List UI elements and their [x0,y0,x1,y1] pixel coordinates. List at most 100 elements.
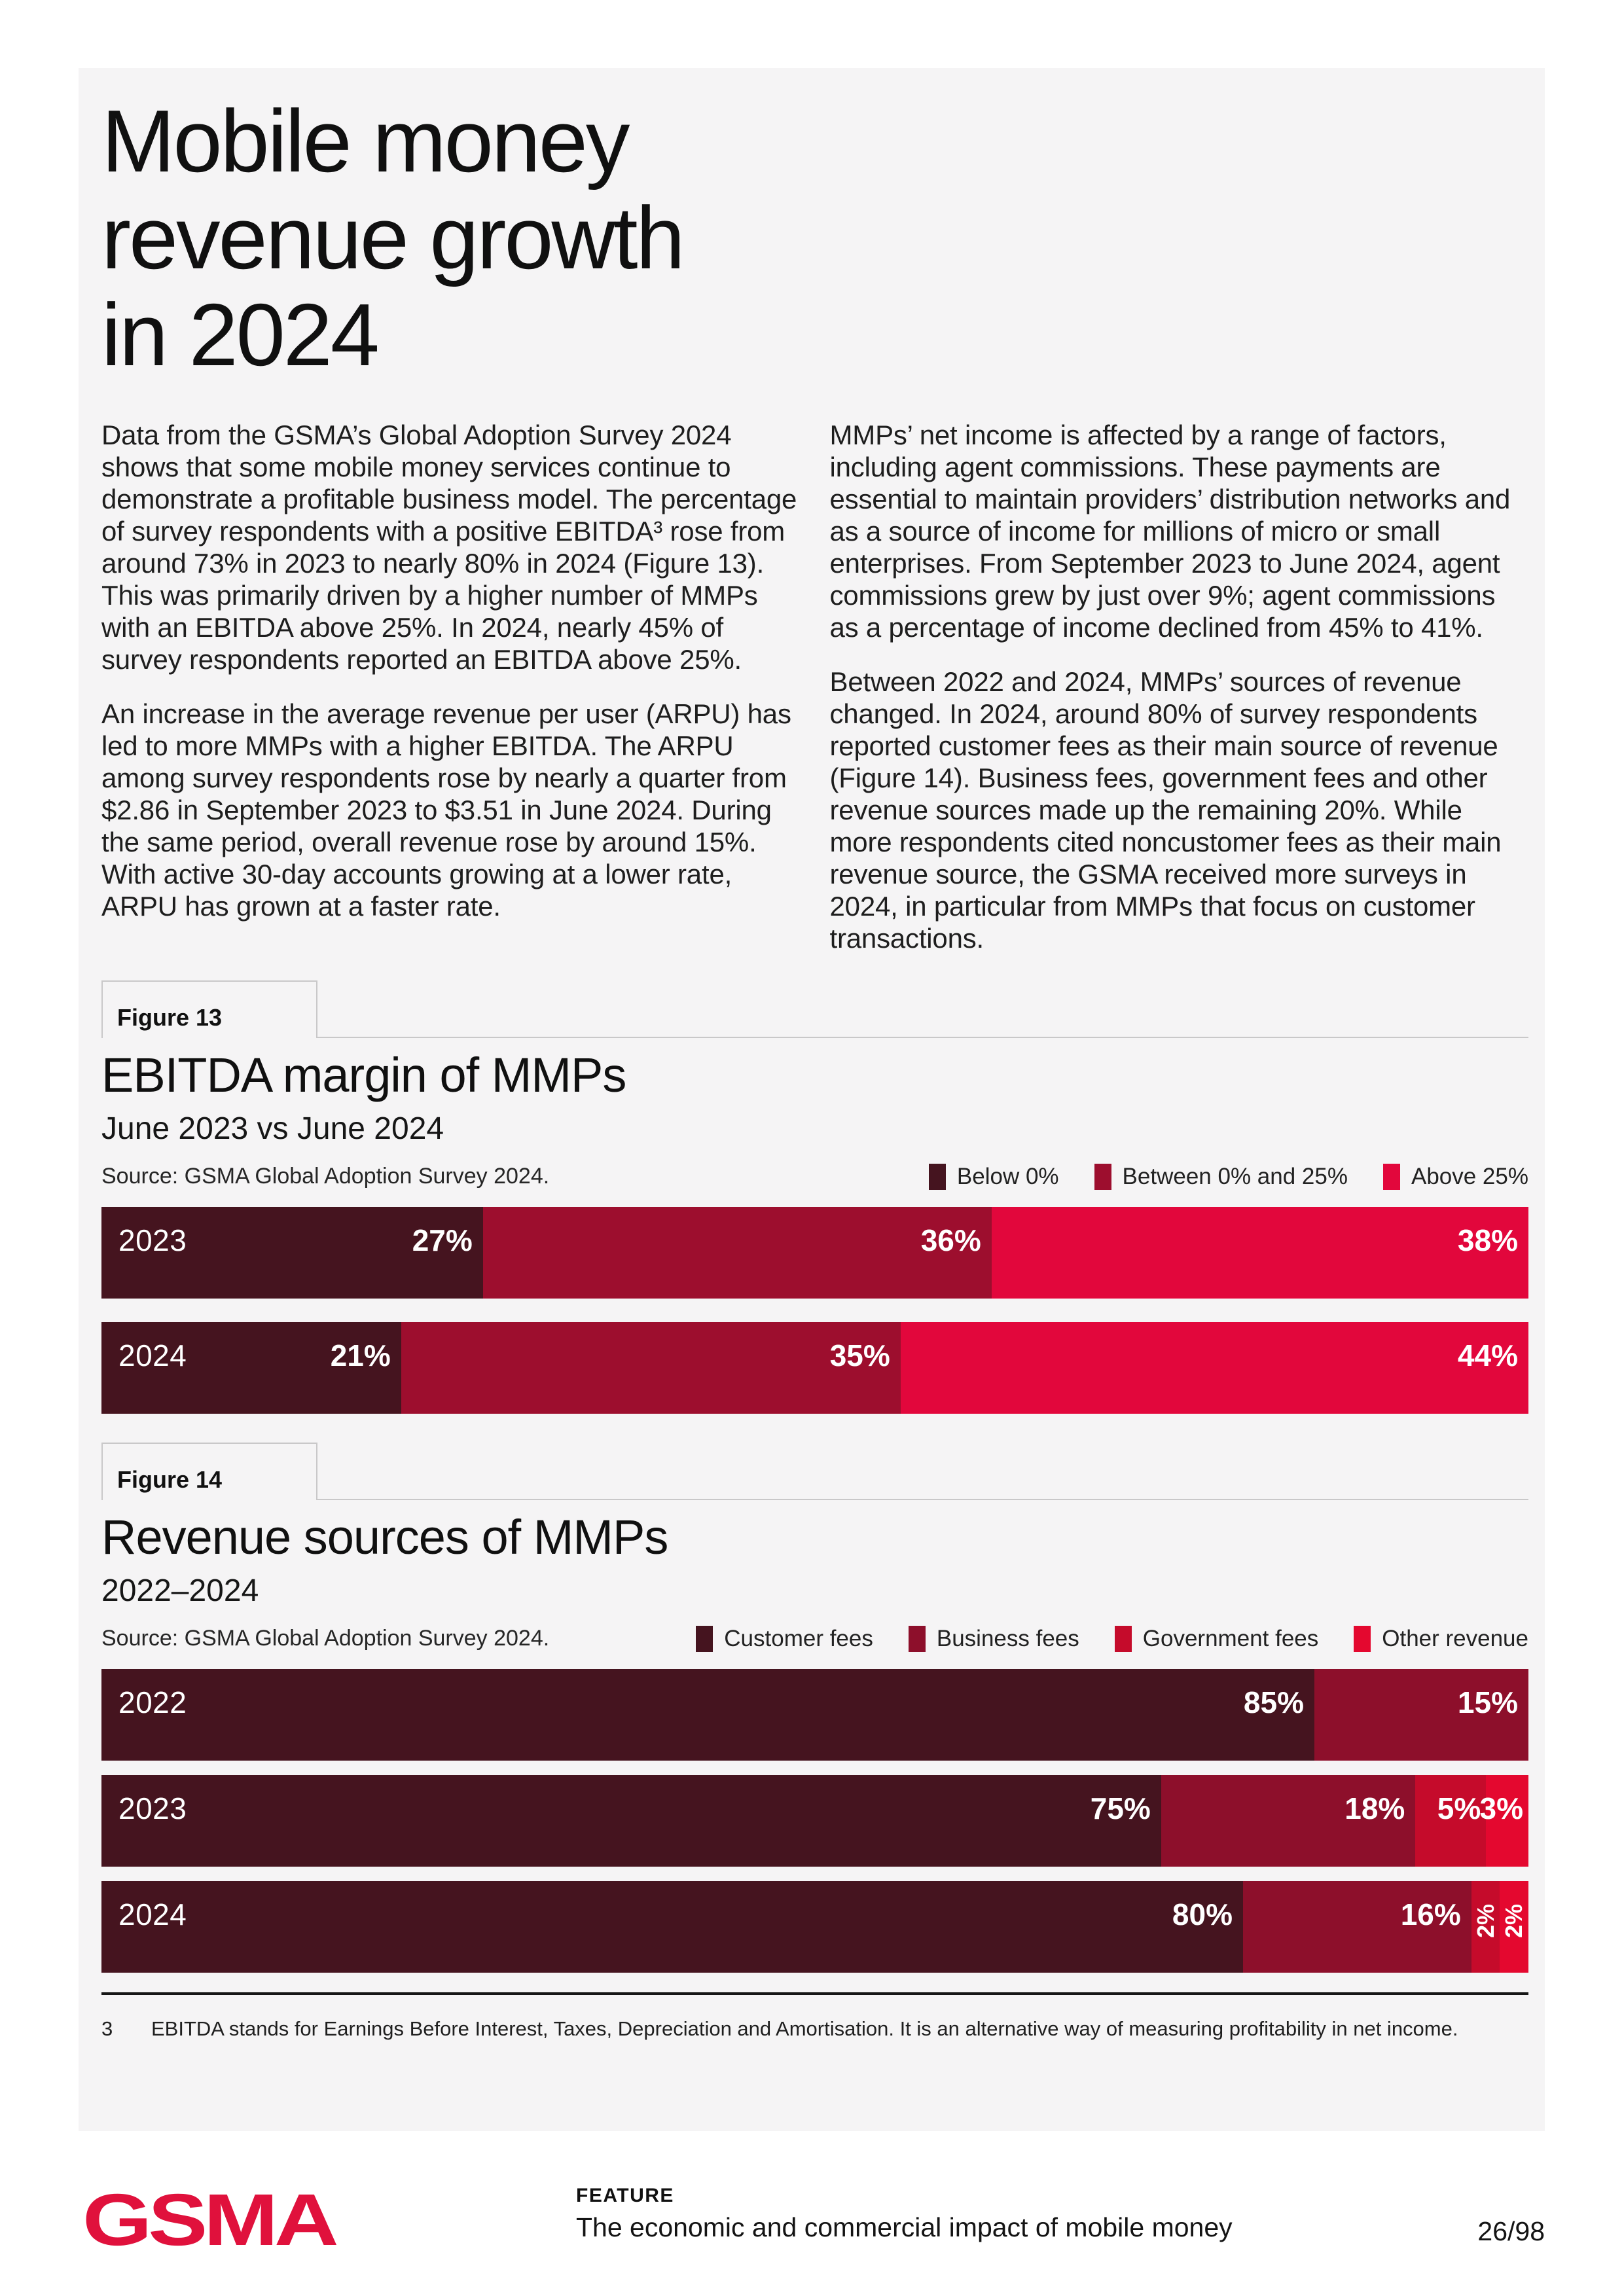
paragraph: Between 2022 and 2024, MMPs’ sources of … [829,666,1502,954]
bar-year-label: 2024 [118,1338,187,1372]
figure-title: Revenue sources of MMPs [101,1509,668,1564]
title-line-1: Mobile money [101,92,630,190]
bar-segment: 36% [482,1206,992,1299]
bar-segment-label: 35% [829,1338,890,1372]
legend-label: Below 0% [956,1163,1059,1189]
bar-segment: 2024 80% [101,1880,1243,1973]
bar-segment-label: 80% [1172,1897,1233,1931]
bar-segment: 38% [991,1206,1528,1299]
bar-year-label: 2024 [118,1897,187,1931]
legend-swatch [1094,1163,1111,1190]
footer-feature-block: FEATURE The economic and commercial impa… [576,2185,1233,2243]
chart-bars: 2022 85% 15% 2023 75% 18% 5% [101,1668,1528,1973]
figure-subtitle: June 2023 vs June 2024 [101,1111,444,1146]
bar-segment: 2% [1471,1880,1500,1973]
figure-subtitle: 2022–2024 [101,1573,259,1608]
legend-item: Government fees [1114,1625,1319,1652]
footer-title: The economic and commercial impact of mo… [576,2212,1233,2242]
bar-segment: 35% [401,1321,901,1414]
bar-year-label: 2023 [118,1791,187,1825]
bar-segment: 2022 85% [101,1668,1314,1761]
bar-segment-label: 3% [1479,1791,1523,1825]
paragraph: Data from the GSMA’s Global Adoption Sur… [101,420,797,675]
body-column-left: Data from the GSMA’s Global Adoption Sur… [101,419,801,954]
footnote-rule [101,1992,1528,1995]
legend-item: Business fees [908,1625,1079,1652]
stacked-bar-2023: 2023 27% 36% 38% [101,1206,1528,1299]
legend-item: Between 0% and 25% [1094,1163,1348,1190]
stacked-bar-2024: 2024 80% 16% 2% 2% [101,1880,1528,1973]
stacked-bar-2024: 2024 21% 35% 44% [101,1321,1528,1414]
figure-tab-line [317,980,1528,1038]
legend: Customer fees Business fees Government f… [696,1625,1528,1652]
chart-bars: 2023 27% 36% 38% 2024 21% 35% [101,1206,1528,1414]
legend-label: Customer fees [724,1625,873,1651]
bar-segment: 2023 75% [101,1774,1161,1867]
bar-segment: 2% [1500,1880,1528,1973]
figure-tab: Figure 14 [101,1442,317,1500]
stacked-bar-2022: 2022 85% 15% [101,1668,1528,1761]
title-line-2: revenue growth [101,188,685,287]
figure-tab-line [317,1443,1528,1500]
legend-item: Other revenue [1354,1625,1528,1652]
title-line-3: in 2024 [101,285,380,384]
bar-segment: 18% [1161,1774,1416,1867]
bar-segment-label: 27% [412,1223,473,1257]
legend: Below 0% Between 0% and 25% Above 25% [928,1163,1528,1190]
bar-segment-label: 36% [920,1223,981,1257]
figure-tab-row: Figure 14 [101,1442,1528,1500]
bar-segment-label: 21% [330,1338,391,1372]
body-columns: Data from the GSMA’s Global Adoption Sur… [101,419,1528,954]
page-number: 26/98 [1477,2216,1545,2246]
bar-segment-label: 18% [1344,1791,1405,1825]
bar-segment-label: 38% [1457,1223,1518,1257]
legend-swatch [1382,1163,1400,1190]
figure-source: Source: GSMA Global Adoption Survey 2024… [101,1626,550,1651]
legend-label: Above 25% [1411,1163,1528,1189]
paragraph: MMPs’ net income is affected by a range … [829,420,1511,643]
figure-source: Source: GSMA Global Adoption Survey 2024… [101,1164,550,1189]
bar-segment: 16% [1243,1880,1471,1973]
footer-kicker: FEATURE [576,2185,674,2206]
figure-tab-label: Figure 14 [117,1465,223,1493]
bar-segment: 3% [1480,1774,1528,1867]
footnote: 3 EBITDA stands for Earnings Before Inte… [101,2016,1528,2042]
figure-tab-label: Figure 13 [117,1004,223,1031]
bar-segment: 5% [1415,1774,1487,1867]
legend-label: Business fees [936,1625,1079,1651]
legend-item: Below 0% [928,1163,1059,1190]
bar-segment-label: 5% [1437,1791,1481,1825]
bar-year-label: 2023 [118,1223,187,1257]
bar-segment: 15% [1314,1668,1528,1761]
legend-label: Government fees [1142,1625,1319,1651]
gsma-logo: GSMA [82,2179,339,2261]
legend-label: Other revenue [1382,1625,1528,1651]
paragraph: An increase in the average revenue per u… [101,698,791,922]
bar-segment: 2023 27% [101,1206,483,1299]
page-card: Mobile money revenue growth in 2024 Data… [79,68,1545,2131]
bar-segment-label: 44% [1457,1338,1518,1372]
bar-year-label: 2022 [118,1685,187,1719]
bar-segment-label: 85% [1243,1685,1304,1719]
legend-label: Between 0% and 25% [1122,1163,1348,1189]
figure-13-section: Figure 13 EBITDA margin of MMPs June 202… [101,980,1528,1414]
bar-segment-label: 16% [1400,1897,1461,1931]
figure-14-section: Figure 14 Revenue sources of MMPs 2022–2… [101,1442,1528,1973]
legend-swatch [696,1625,713,1652]
body-column-right: MMPs’ net income is affected by a range … [830,419,1529,954]
legend-swatch [908,1625,926,1652]
bar-segment: 44% [900,1321,1528,1414]
bar-segment-label: 75% [1090,1791,1151,1825]
figure-tab-row: Figure 13 [101,980,1528,1038]
figure-tab: Figure 13 [101,980,317,1038]
legend-swatch [1114,1625,1132,1652]
bar-segment-label: 2% [1500,1903,1528,1938]
page-title: Mobile money revenue growth in 2024 [101,93,1528,384]
bar-segment-label: 2% [1471,1903,1499,1938]
legend-item: Customer fees [696,1625,873,1652]
legend-item: Above 25% [1382,1163,1528,1190]
footnote-number: 3 [101,2017,113,2040]
bar-segment: 2024 21% [101,1321,401,1414]
legend-swatch [928,1163,946,1190]
figure-source-row: Source: GSMA Global Adoption Survey 2024… [101,1163,1528,1190]
